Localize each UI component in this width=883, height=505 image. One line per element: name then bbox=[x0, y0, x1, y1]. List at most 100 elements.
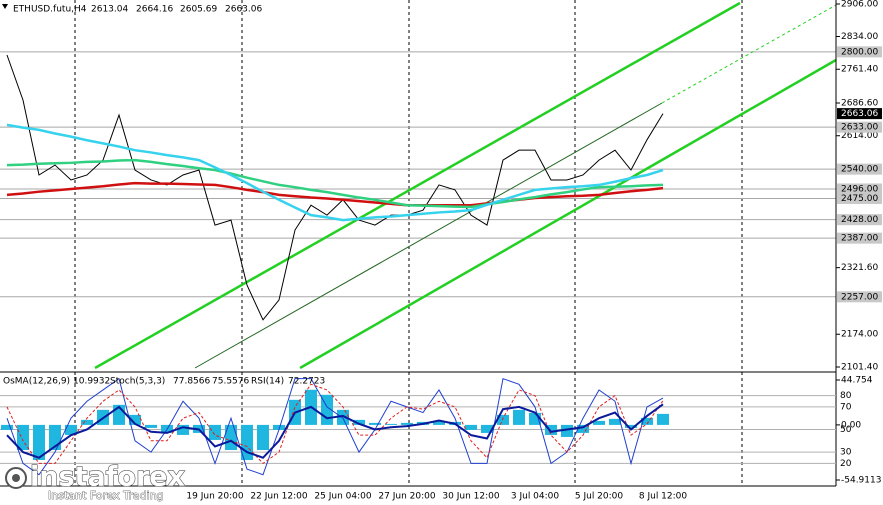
y-tick-label: 2174.00 bbox=[841, 330, 878, 340]
y-tick-label: 0.00 bbox=[841, 420, 861, 430]
x-tick-label: 25 Jun 04:00 bbox=[314, 492, 371, 502]
level-label-box bbox=[837, 192, 882, 204]
osma-bar bbox=[273, 424, 285, 430]
osma-bar bbox=[177, 424, 189, 435]
level-label-box bbox=[837, 214, 882, 226]
osma-bar bbox=[385, 423, 397, 425]
osma-bar bbox=[1, 424, 13, 430]
level-label: 2800.00 bbox=[841, 47, 878, 57]
osma-bar bbox=[81, 419, 93, 425]
osma-bar bbox=[129, 414, 141, 425]
osma-bar bbox=[337, 409, 349, 425]
osma-bar bbox=[609, 418, 621, 425]
levels bbox=[0, 51, 836, 298]
osma-bar bbox=[401, 422, 413, 425]
level-label: 2428.00 bbox=[841, 215, 878, 225]
osma-bar bbox=[17, 424, 29, 450]
level-label: 2633.00 bbox=[841, 123, 878, 133]
level-label: 2540.00 bbox=[841, 165, 878, 175]
osma-bar bbox=[545, 424, 557, 435]
y-tick-label: 2614.00 bbox=[841, 131, 878, 141]
level-label: 2257.00 bbox=[841, 292, 878, 302]
watermark: instaforex Instant Forex Trading bbox=[5, 461, 186, 502]
level-label-box bbox=[837, 232, 882, 244]
axes: 2906.00 2834.00 2761.40 2686.60 2614.00 2321.… bbox=[186, 0, 882, 502]
x-tick-label: 19 Jun 20:00 bbox=[186, 492, 243, 502]
main-plot bbox=[6, 54, 664, 321]
symbol-title: ETHUSD.futu,H4 bbox=[13, 5, 87, 15]
y2-tick-label: 80 bbox=[840, 391, 852, 401]
osma-bar bbox=[33, 424, 45, 461]
level-label: 2475.00 bbox=[841, 194, 878, 204]
rsi-value: 72.2723 bbox=[288, 377, 325, 387]
y2-tick-label: 30 bbox=[840, 448, 852, 458]
x-tick-label: 27 Jun 20:00 bbox=[378, 492, 435, 502]
osma-bar bbox=[353, 419, 365, 425]
level-label-box bbox=[837, 291, 882, 303]
y-tick-label: 2834.00 bbox=[841, 32, 878, 42]
y2-tick-label: 20 bbox=[840, 459, 852, 469]
stoch-signal-value: 75.5576 bbox=[212, 377, 249, 387]
indicator-line bbox=[6, 383, 664, 465]
moving-average bbox=[6, 181, 664, 207]
y-tick-label: 2761.40 bbox=[841, 65, 878, 75]
price-label-box bbox=[837, 108, 882, 120]
x-tick-label: 5 Jul 20:00 bbox=[575, 492, 624, 502]
channel-mid bbox=[194, 102, 663, 369]
ohlc-low: 2605.69 bbox=[180, 5, 217, 15]
y-tick-label: 2101.40 bbox=[841, 362, 878, 372]
osma-bar bbox=[433, 420, 445, 425]
osma-bar bbox=[625, 424, 637, 428]
osma-bar bbox=[465, 424, 477, 430]
level-label-box bbox=[837, 121, 882, 133]
menu-icon bbox=[2, 4, 8, 9]
moving-average bbox=[6, 158, 664, 209]
osma-bar bbox=[641, 417, 653, 425]
osma-bar bbox=[513, 409, 525, 425]
osma-bar bbox=[561, 424, 573, 437]
logo-icon-core bbox=[12, 474, 20, 482]
channel-lower bbox=[299, 58, 837, 370]
osma-bar bbox=[65, 424, 77, 435]
x-tick-label: 30 Jun 12:00 bbox=[442, 492, 499, 502]
y-tick-label: 2321.60 bbox=[841, 263, 878, 273]
ohlc-open: 2613.04 bbox=[91, 5, 128, 15]
watermark-brand: instaforex bbox=[30, 462, 185, 493]
osma-bar bbox=[577, 424, 589, 433]
osma-bar bbox=[481, 424, 493, 433]
osma-bar bbox=[369, 422, 381, 425]
stoch-name: Stoch(5,3,3) bbox=[110, 377, 165, 387]
osma-bar bbox=[497, 414, 509, 425]
trend-channel bbox=[94, 1, 837, 370]
level-label-box bbox=[837, 183, 882, 195]
indicator-line bbox=[6, 403, 664, 459]
ohlc-high: 2664.16 bbox=[136, 5, 173, 15]
y-tick-label: 44.754 bbox=[841, 375, 873, 385]
level-label-box bbox=[837, 46, 882, 58]
channel-upper bbox=[94, 1, 741, 370]
indicator-line bbox=[6, 377, 664, 476]
level-label: 2496.00 bbox=[841, 184, 878, 194]
osma-name: OsMA(12,26,9) bbox=[3, 377, 70, 387]
price-label: 2663.06 bbox=[841, 109, 878, 119]
osma-bar bbox=[593, 420, 605, 425]
level-label-box bbox=[837, 163, 882, 175]
y-tick-label: 2686.60 bbox=[841, 98, 878, 108]
rsi-name: RSI(14) bbox=[251, 377, 284, 387]
osma-bar bbox=[145, 424, 157, 428]
oscillator-plot bbox=[0, 377, 836, 476]
osma-value: 10.9932 bbox=[73, 377, 110, 387]
watermark-tagline: Instant Forex Trading bbox=[48, 489, 164, 502]
x-tick-label: 22 Jun 12:00 bbox=[250, 492, 307, 502]
y-tick-label: -54.9113 bbox=[841, 476, 881, 486]
stoch-main-value: 77.8566 bbox=[173, 377, 210, 387]
ohlc-close: 2663.06 bbox=[225, 5, 262, 15]
moving-average bbox=[6, 123, 664, 222]
price-line bbox=[6, 54, 664, 321]
y2-tick-label: 50 bbox=[840, 425, 852, 435]
x-tick-label: 3 Jul 04:00 bbox=[511, 492, 560, 502]
x-tick-label: 8 Jul 12:00 bbox=[639, 492, 688, 502]
level-label: 2387.00 bbox=[841, 234, 878, 244]
osma-bar bbox=[241, 424, 253, 461]
osma-bar bbox=[209, 424, 221, 440]
